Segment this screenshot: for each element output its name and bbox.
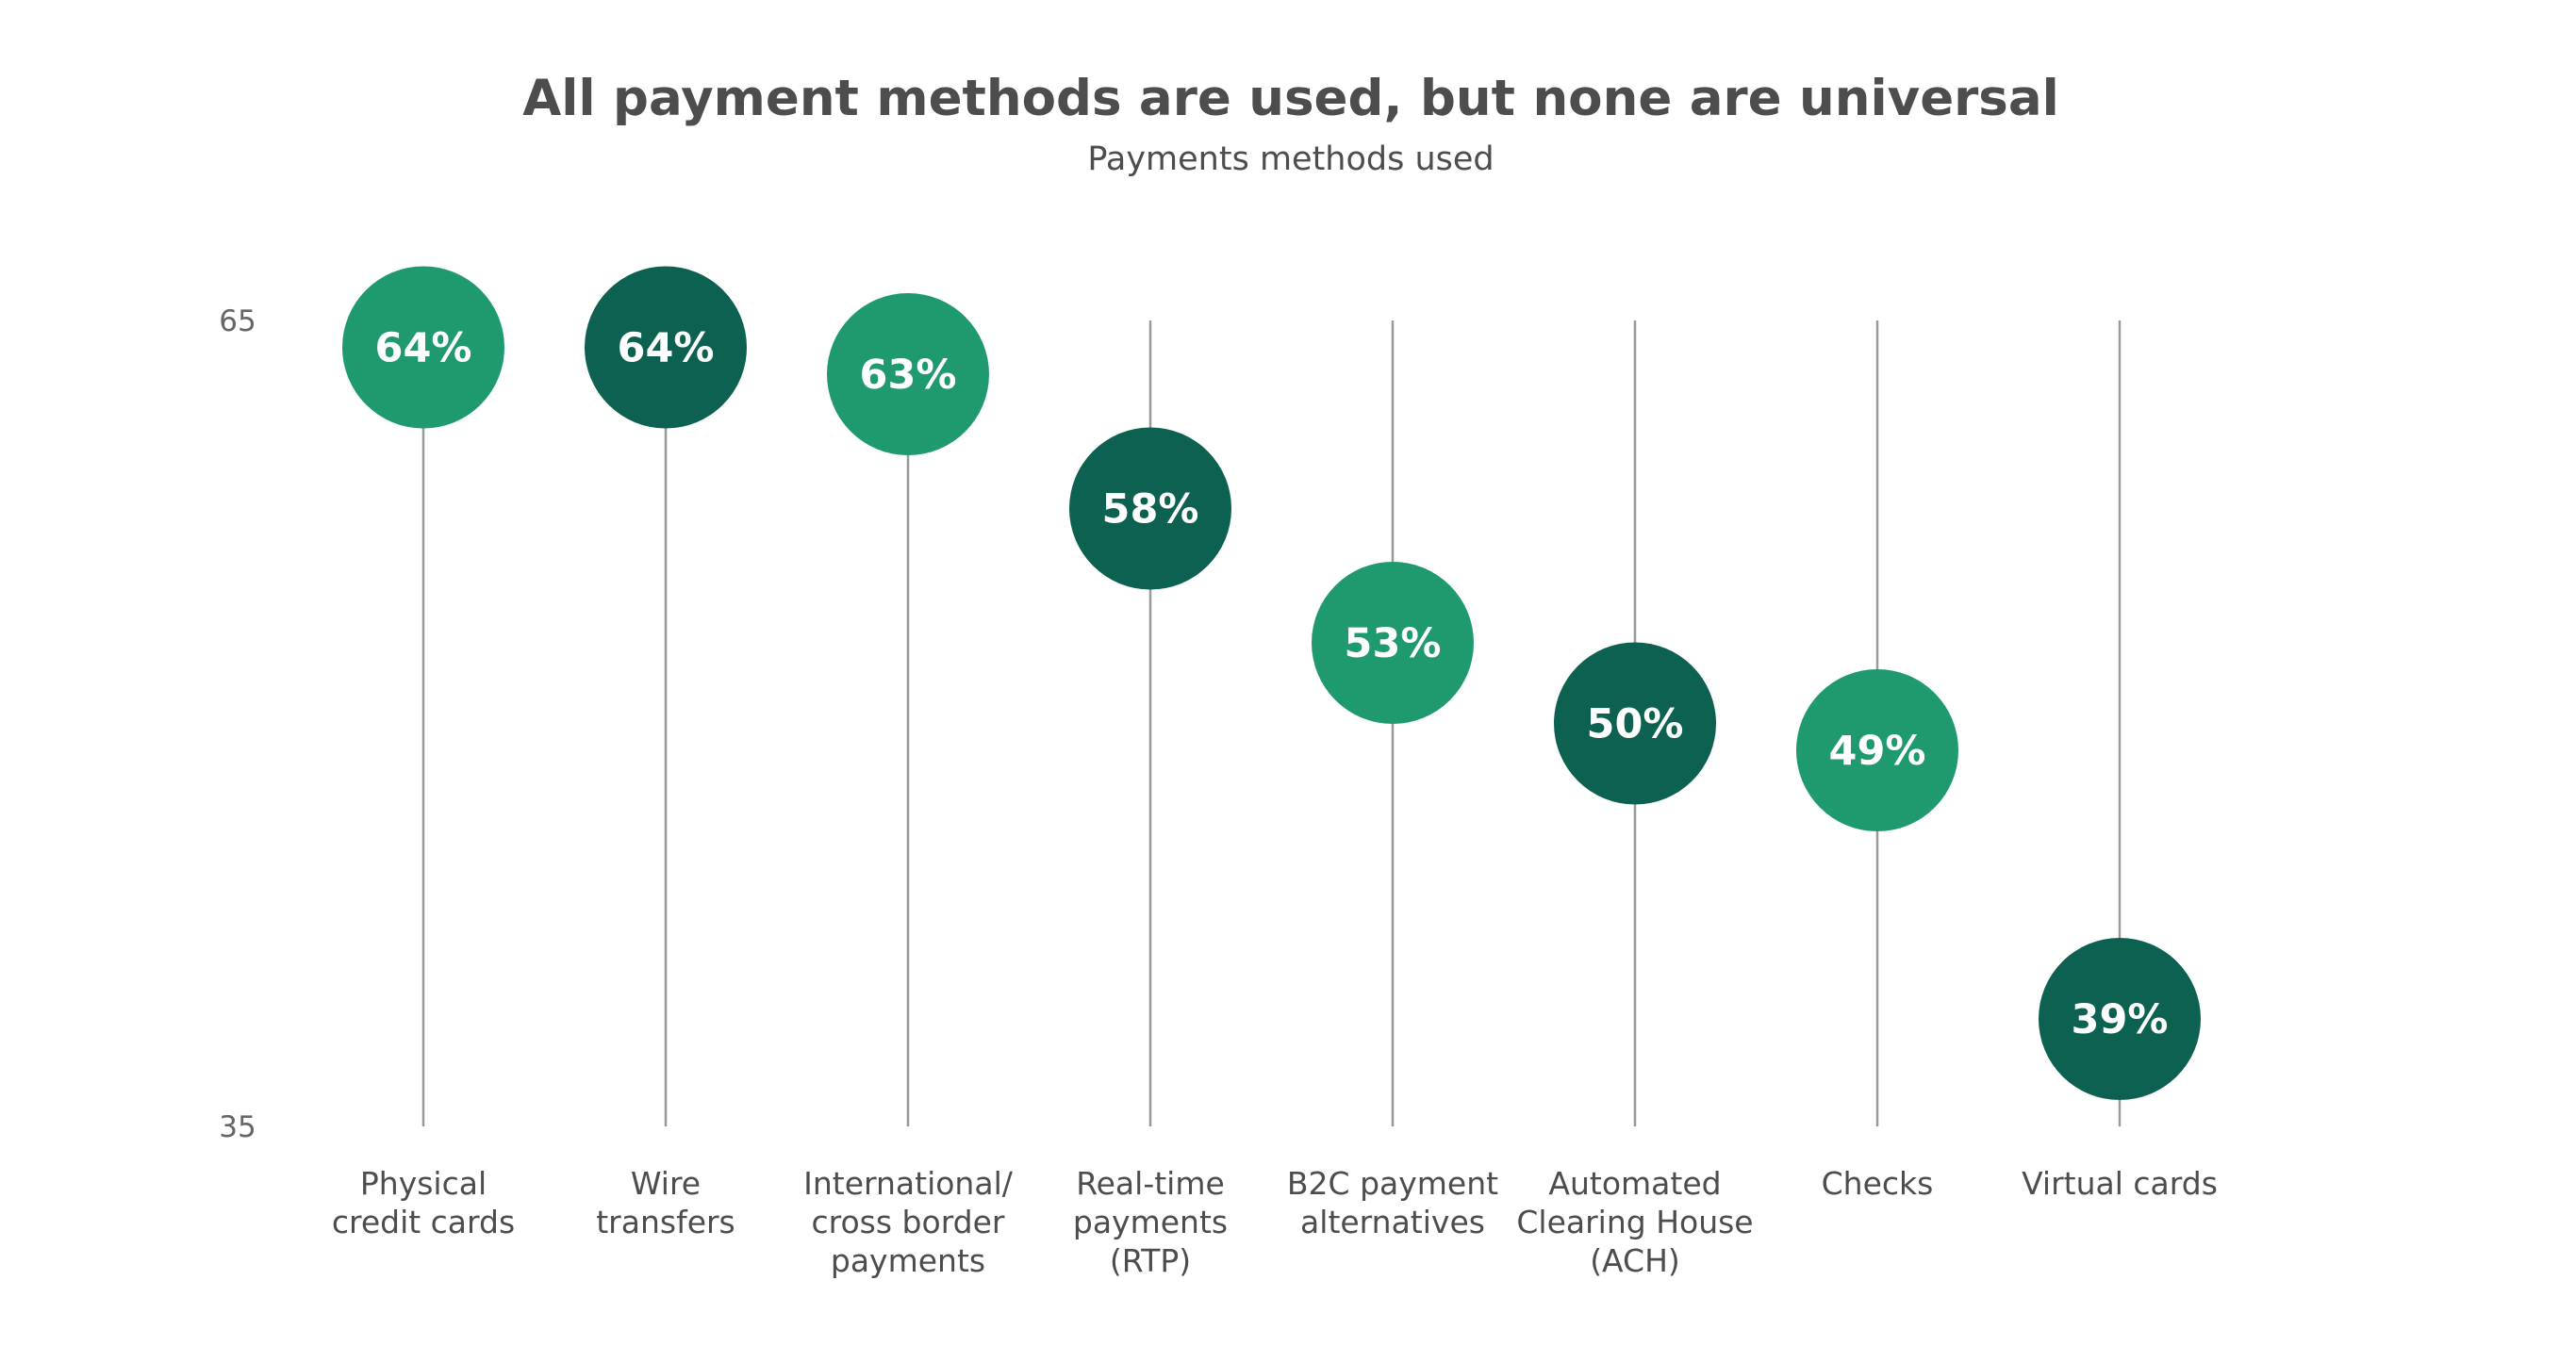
category-label-line: alternatives [1300, 1204, 1485, 1240]
data-point [2039, 938, 2201, 1100]
category-label-line: credit cards [332, 1204, 515, 1240]
data-point [1312, 562, 1474, 724]
data-label: 50% [1587, 701, 1684, 748]
chart-title: All payment methods are used, but none a… [522, 70, 2059, 127]
data-point [342, 266, 504, 429]
data-label: 64% [618, 325, 715, 372]
data-point [1069, 427, 1231, 590]
category-label: Virtual cards [2022, 1165, 2218, 1202]
category-label-line: Wire [631, 1165, 701, 1202]
category-label-line: cross border [812, 1204, 1005, 1240]
y-axis: 65 35 [219, 304, 256, 1144]
x-axis-labels: Physical credit cards Wire transfers Interna… [332, 1165, 2218, 1279]
category-label-line: International/ [803, 1165, 1014, 1202]
category-label-line: payments [1073, 1204, 1228, 1240]
category-label: B2C payment alternatives [1287, 1165, 1498, 1240]
category-label-line: Real-time [1076, 1165, 1225, 1202]
category-label-line: transfers [596, 1204, 735, 1240]
data-label: 58% [1102, 486, 1199, 533]
category-label-line: Clearing House [1516, 1204, 1753, 1240]
category-label-line: payments [831, 1242, 985, 1279]
category-label-line: Automated [1548, 1165, 1721, 1202]
category-label: Physical credit cards [332, 1165, 515, 1240]
category-label-line: (ACH) [1590, 1242, 1680, 1279]
category-label: Wire transfers [596, 1165, 735, 1240]
data-point [827, 293, 989, 455]
category-label: Automated Clearing House (ACH) [1516, 1165, 1753, 1279]
data-point [585, 266, 747, 429]
category-label: Checks [1822, 1165, 1934, 1202]
y-tick-label: 35 [219, 1110, 256, 1144]
data-point [1796, 669, 1958, 831]
data-label: 64% [375, 325, 472, 372]
data-label: 53% [1345, 620, 1442, 667]
category-label: Real-time payments (RTP) [1073, 1165, 1228, 1279]
category-label-line: (RTP) [1110, 1242, 1191, 1279]
data-point [1554, 642, 1716, 805]
data-points: 64% 64% 63% 58% 53% 50% 49% 39% [342, 266, 2201, 1100]
category-label-line: Checks [1822, 1165, 1934, 1202]
category-label-line: Physical [360, 1165, 487, 1202]
data-label: 63% [860, 352, 957, 399]
category-label-line: Virtual cards [2022, 1165, 2218, 1202]
data-label: 49% [1829, 728, 1926, 775]
category-label: International/cross border payments [803, 1165, 1014, 1279]
category-label-line: B2C payment [1287, 1165, 1498, 1202]
data-label: 39% [2072, 996, 2169, 1043]
y-tick-label: 65 [219, 304, 256, 338]
chart-subtitle: Payments methods used [1087, 140, 1494, 178]
